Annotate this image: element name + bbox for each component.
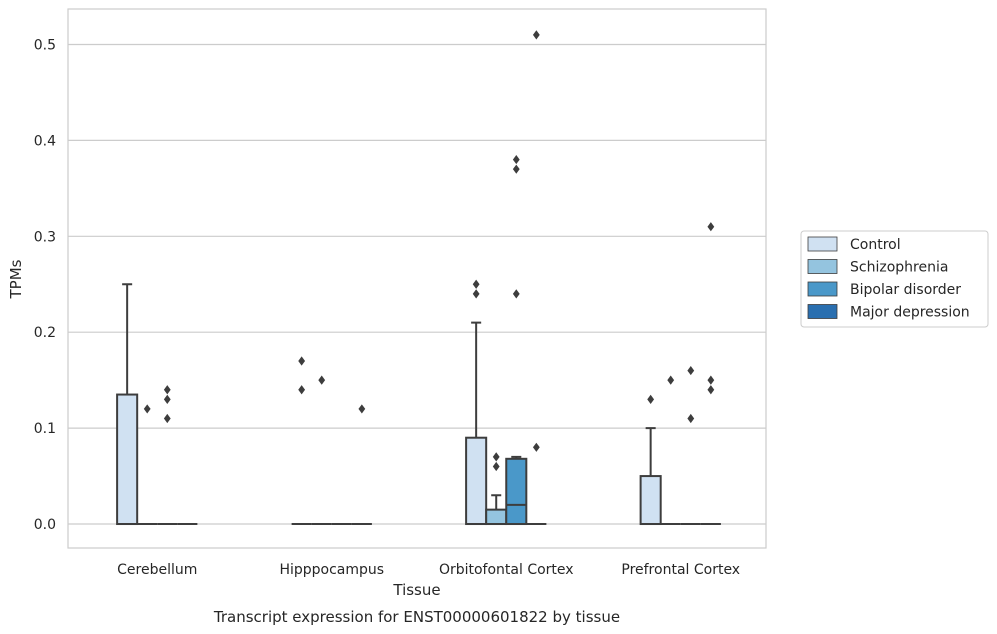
legend-label: Major depression xyxy=(850,305,970,321)
y-tick-label: 0.2 xyxy=(34,325,56,341)
outlier-point xyxy=(163,394,171,404)
legend-label: Control xyxy=(850,237,901,253)
x-tick-labels: Cerebellum Hipppocampus Orbitofontal Corte… xyxy=(117,562,740,578)
outliers xyxy=(143,30,715,472)
outlier-point xyxy=(512,164,520,174)
outlier-point xyxy=(512,289,520,299)
box-body xyxy=(485,508,508,526)
y-tick-label: 0.0 xyxy=(34,517,56,533)
outlier-point xyxy=(298,356,306,366)
outlier-point xyxy=(472,289,480,299)
legend-swatch xyxy=(807,304,838,319)
outlier-point xyxy=(472,279,480,289)
legend: Control Schizophrenia Bipolar disorder Majo… xyxy=(800,230,989,328)
legend-label: Schizophrenia xyxy=(850,260,948,276)
outlier-point xyxy=(667,375,675,385)
box-control xyxy=(639,427,662,526)
box-control xyxy=(465,321,488,526)
gridlines xyxy=(68,43,766,525)
y-tick-label: 0.3 xyxy=(34,229,56,245)
legend-frame xyxy=(800,230,989,328)
legend-swatch xyxy=(807,259,838,274)
x-axis-label: Tissue xyxy=(392,581,440,599)
outlier-point xyxy=(143,404,151,414)
y-axis-label: TPMs xyxy=(7,259,25,299)
outlier-point xyxy=(492,452,500,462)
outlier-point xyxy=(687,365,695,376)
legend-swatch xyxy=(807,281,838,297)
outlier-point xyxy=(492,461,500,472)
legend-swatch xyxy=(807,236,838,252)
y-tick-label: 0.1 xyxy=(34,421,56,437)
plot-area-frame xyxy=(67,8,767,549)
y-tick-label: 0.4 xyxy=(34,133,56,149)
y-tick-label: 0.5 xyxy=(34,37,56,53)
legend-label: Bipolar disorder xyxy=(850,282,961,298)
chart-caption: Transcript expression for ENST0000060182… xyxy=(213,608,620,626)
x-tick-label: Cerebellum xyxy=(117,562,197,578)
box-body xyxy=(505,457,528,526)
x-tick-label: Hipppocampus xyxy=(279,562,384,578)
boxes xyxy=(116,283,721,526)
box-body xyxy=(116,393,139,526)
outlier-point xyxy=(298,385,306,395)
box-schizophrenia xyxy=(485,494,508,526)
outlier-point xyxy=(707,222,715,232)
box-body xyxy=(465,436,488,526)
x-tick-label: Orbitofontal Cortex xyxy=(439,562,574,578)
x-tick-label: Prefrontal Cortex xyxy=(621,562,740,578)
outlier-point xyxy=(512,154,520,165)
outlier-point xyxy=(358,404,366,414)
outlier-point xyxy=(687,413,695,424)
outlier-point xyxy=(532,442,540,452)
box-control xyxy=(116,283,139,526)
outlier-point xyxy=(707,385,715,395)
outlier-point xyxy=(163,385,171,395)
outlier-point xyxy=(647,394,655,404)
outlier-point xyxy=(707,375,715,385)
outlier-point xyxy=(532,30,540,40)
y-tick-labels: 0.0 0.1 0.2 0.3 0.4 0.5 xyxy=(34,37,56,533)
box-body xyxy=(639,475,662,526)
outlier-point xyxy=(318,375,326,385)
box-bipolar-disorder xyxy=(505,455,528,526)
outlier-point xyxy=(163,413,171,424)
